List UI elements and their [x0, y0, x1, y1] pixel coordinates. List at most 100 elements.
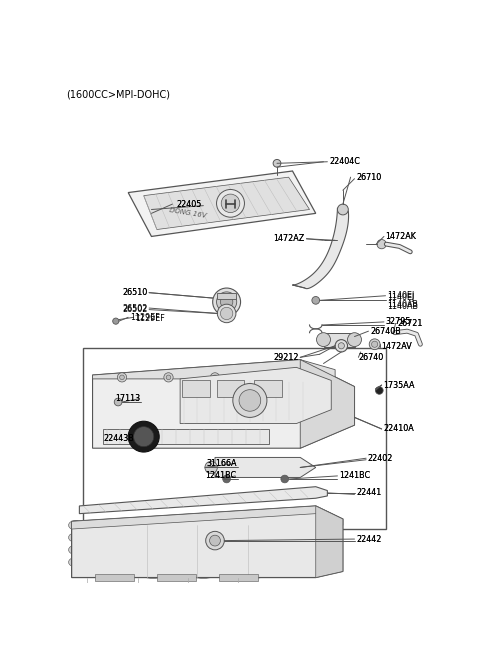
Bar [254, 381, 282, 398]
Text: 26740B: 26740B [370, 327, 401, 335]
Circle shape [164, 373, 173, 382]
Circle shape [257, 373, 266, 382]
Polygon shape [215, 457, 316, 477]
Text: 22405: 22405 [177, 200, 202, 208]
Text: 26502: 26502 [122, 303, 147, 312]
Circle shape [233, 384, 267, 417]
Text: 22443B: 22443B [103, 434, 133, 443]
Ellipse shape [88, 526, 125, 540]
Circle shape [375, 386, 383, 394]
Polygon shape [128, 171, 316, 236]
Polygon shape [300, 360, 355, 448]
Text: 22410A: 22410A [383, 424, 414, 434]
Circle shape [312, 297, 320, 304]
Circle shape [316, 333, 330, 346]
Text: 1241BC: 1241BC [339, 472, 370, 480]
Polygon shape [103, 429, 269, 444]
Ellipse shape [189, 526, 226, 540]
Text: 26740B: 26740B [370, 327, 401, 335]
Circle shape [372, 341, 378, 347]
Bar [217, 293, 236, 299]
Text: 1129EF: 1129EF [135, 314, 165, 324]
Text: 1140AB: 1140AB [387, 301, 418, 309]
Bar [95, 574, 133, 582]
Text: 1735AA: 1735AA [383, 381, 415, 390]
Ellipse shape [87, 567, 118, 578]
Bar [324, 333, 355, 346]
Polygon shape [292, 208, 348, 289]
Circle shape [205, 461, 217, 474]
Circle shape [281, 475, 288, 483]
Circle shape [220, 296, 233, 308]
Circle shape [117, 373, 127, 382]
Text: 22443B: 22443B [103, 434, 133, 443]
Text: 1140EJ: 1140EJ [387, 293, 414, 302]
Circle shape [338, 343, 345, 349]
Text: 22402: 22402 [368, 454, 393, 462]
Text: 22441: 22441 [356, 489, 381, 497]
Text: 1129EF: 1129EF [130, 313, 159, 322]
Ellipse shape [240, 548, 275, 561]
Circle shape [206, 531, 224, 550]
Bar [181, 381, 210, 398]
Ellipse shape [69, 521, 83, 530]
Text: DONG 16V: DONG 16V [168, 208, 206, 219]
Text: 22442: 22442 [356, 534, 382, 544]
Ellipse shape [238, 567, 269, 578]
Polygon shape [72, 506, 343, 529]
Circle shape [348, 333, 361, 346]
Text: 26740: 26740 [359, 353, 384, 362]
Text: 1472AV: 1472AV [382, 342, 412, 351]
Text: 1241BC: 1241BC [339, 472, 370, 480]
Text: 1472AK: 1472AK [385, 232, 416, 241]
Circle shape [120, 375, 124, 380]
Text: 26502: 26502 [122, 305, 147, 314]
Text: 32795: 32795 [385, 318, 411, 326]
Text: —: — [147, 436, 153, 441]
Ellipse shape [244, 529, 272, 538]
Polygon shape [316, 506, 343, 578]
Text: —: — [135, 313, 141, 318]
Polygon shape [93, 360, 335, 379]
Circle shape [369, 339, 380, 350]
Circle shape [166, 375, 171, 380]
Polygon shape [180, 367, 331, 424]
Ellipse shape [89, 548, 123, 561]
Circle shape [220, 307, 233, 320]
Ellipse shape [140, 548, 174, 561]
Polygon shape [144, 177, 310, 229]
Text: 26740: 26740 [359, 353, 384, 362]
Text: 1241BC: 1241BC [205, 472, 237, 480]
Bar [157, 574, 196, 582]
Text: 1472AK: 1472AK [385, 232, 416, 241]
Polygon shape [93, 360, 355, 448]
Text: 26721: 26721 [397, 319, 422, 328]
Polygon shape [79, 487, 327, 514]
Text: 22402: 22402 [368, 454, 393, 462]
Circle shape [114, 398, 122, 406]
Circle shape [210, 373, 220, 382]
Text: 26721: 26721 [397, 319, 422, 328]
Circle shape [273, 159, 281, 167]
Circle shape [210, 535, 220, 546]
Ellipse shape [143, 529, 171, 538]
Ellipse shape [190, 548, 224, 561]
Ellipse shape [93, 529, 120, 538]
Text: 26510: 26510 [122, 288, 147, 297]
Text: 1140EJ: 1140EJ [387, 291, 414, 300]
Text: 1472AZ: 1472AZ [274, 234, 305, 243]
Text: 26510: 26510 [122, 288, 147, 297]
Ellipse shape [193, 529, 221, 538]
Text: 17113: 17113 [115, 394, 140, 403]
Circle shape [217, 304, 236, 323]
Text: 22410A: 22410A [383, 424, 414, 434]
Text: 31166A: 31166A [206, 459, 237, 468]
Ellipse shape [137, 567, 168, 578]
Circle shape [213, 375, 217, 380]
Text: 22405: 22405 [177, 200, 202, 208]
Bar [83, 348, 385, 529]
Text: 1241BC: 1241BC [205, 472, 237, 480]
Text: 26710: 26710 [356, 173, 381, 181]
Circle shape [128, 421, 159, 452]
Ellipse shape [138, 526, 176, 540]
